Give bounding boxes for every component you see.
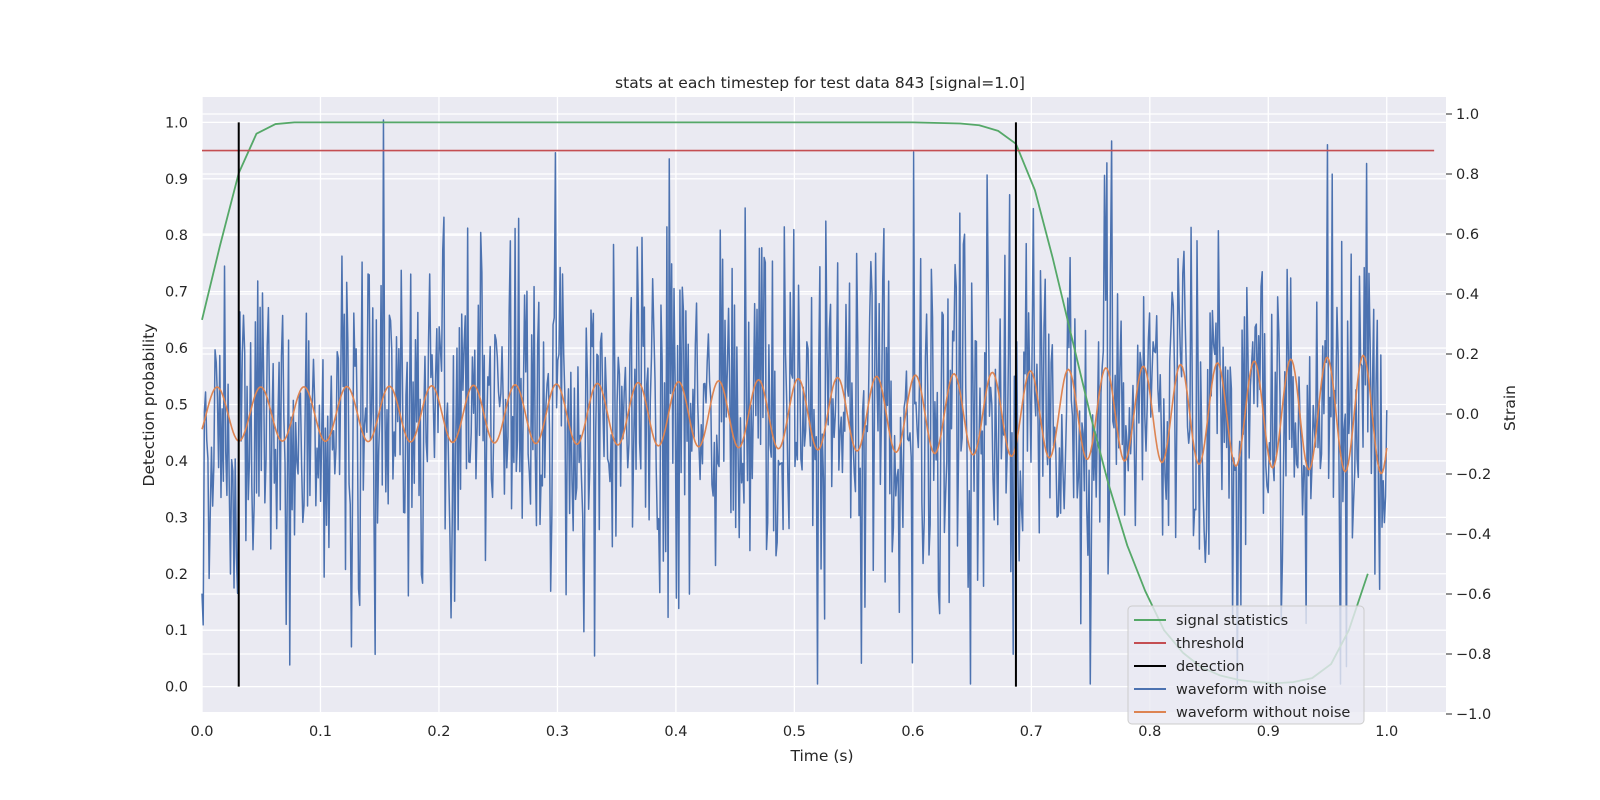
legend-label: threshold	[1176, 636, 1244, 652]
legend-label: waveform with noise	[1176, 682, 1327, 698]
y-tick-label: 0.8	[165, 228, 188, 244]
x-tick-label: 1.0	[1375, 724, 1398, 740]
series-waveform-without-noise	[201, 354, 1388, 475]
x-tick-label: 0.0	[190, 724, 213, 740]
series-waveform-with-noise	[201, 119, 1388, 685]
x-tick-label: 0.3	[546, 724, 569, 740]
y2-tick-label: −0.4	[1456, 527, 1491, 543]
y2-tick-label: −1.0	[1456, 707, 1491, 723]
legend-box	[1127, 605, 1365, 725]
y-axis-left: 0.0 0.1 0.2 0.3 0.4 0.5 0.6 0.7 0.8 0.9 1.0	[165, 115, 188, 695]
x-tick-label: 0.8	[1138, 724, 1161, 740]
y-axis-label: Detection probability	[140, 324, 158, 487]
y2-tick-label: 0.8	[1456, 167, 1479, 183]
x-axis-label: Time (s)	[789, 747, 853, 765]
y2-tick-label: −0.6	[1456, 587, 1491, 603]
y-tick-label: 0.0	[165, 680, 188, 696]
legend: signal statistics threshold detection wavef…	[1127, 605, 1365, 725]
y-tick-label: 0.1	[165, 623, 188, 639]
x-tick-label: 0.5	[783, 724, 806, 740]
y2-tick-label: −0.8	[1456, 647, 1491, 663]
x-tick-label: 0.2	[427, 724, 450, 740]
y2-tick-label: 1.0	[1456, 107, 1479, 123]
y-tick-label: 0.9	[165, 172, 188, 188]
y2-tick-label: 0.6	[1456, 227, 1479, 243]
x-tick-label: 0.9	[1257, 724, 1280, 740]
y-tick-label: 0.4	[165, 454, 188, 470]
y-tick-label: 1.0	[165, 115, 188, 131]
x-tick-label: 0.7	[1020, 724, 1043, 740]
y-tick-label: 0.5	[165, 398, 188, 414]
legend-label: signal statistics	[1176, 613, 1288, 629]
y-tick-label: 0.2	[165, 567, 188, 583]
x-tick-label: 0.6	[901, 724, 924, 740]
chart-title: stats at each timestep for test data 843…	[615, 74, 1025, 92]
y2-tick-label: 0.2	[1456, 347, 1479, 363]
y2-tick-label: 0.4	[1456, 287, 1479, 303]
legend-label: waveform without noise	[1176, 705, 1350, 721]
y-tick-label: 0.7	[165, 285, 188, 301]
y2-tick-label: −0.2	[1456, 467, 1491, 483]
x-axis: 0.0 0.1 0.2 0.3 0.4 0.5 0.6 0.7 0.8 0.9 1.0	[190, 724, 1398, 740]
y2-tick-label: 0.0	[1456, 407, 1479, 423]
x-tick-label: 0.1	[309, 724, 332, 740]
y-tick-label: 0.3	[165, 510, 188, 526]
y-axis-right: −1.0 −0.8 −0.6 −0.4 −0.2 0.0 0.2 0.4 0.6 0.8 1.0	[1446, 107, 1491, 723]
y-tick-label: 0.6	[165, 341, 188, 357]
series-layer	[201, 119, 1435, 687]
y2-axis-label: Strain	[1501, 385, 1519, 431]
x-tick-label: 0.4	[664, 724, 687, 740]
legend-label: detection	[1176, 659, 1244, 675]
